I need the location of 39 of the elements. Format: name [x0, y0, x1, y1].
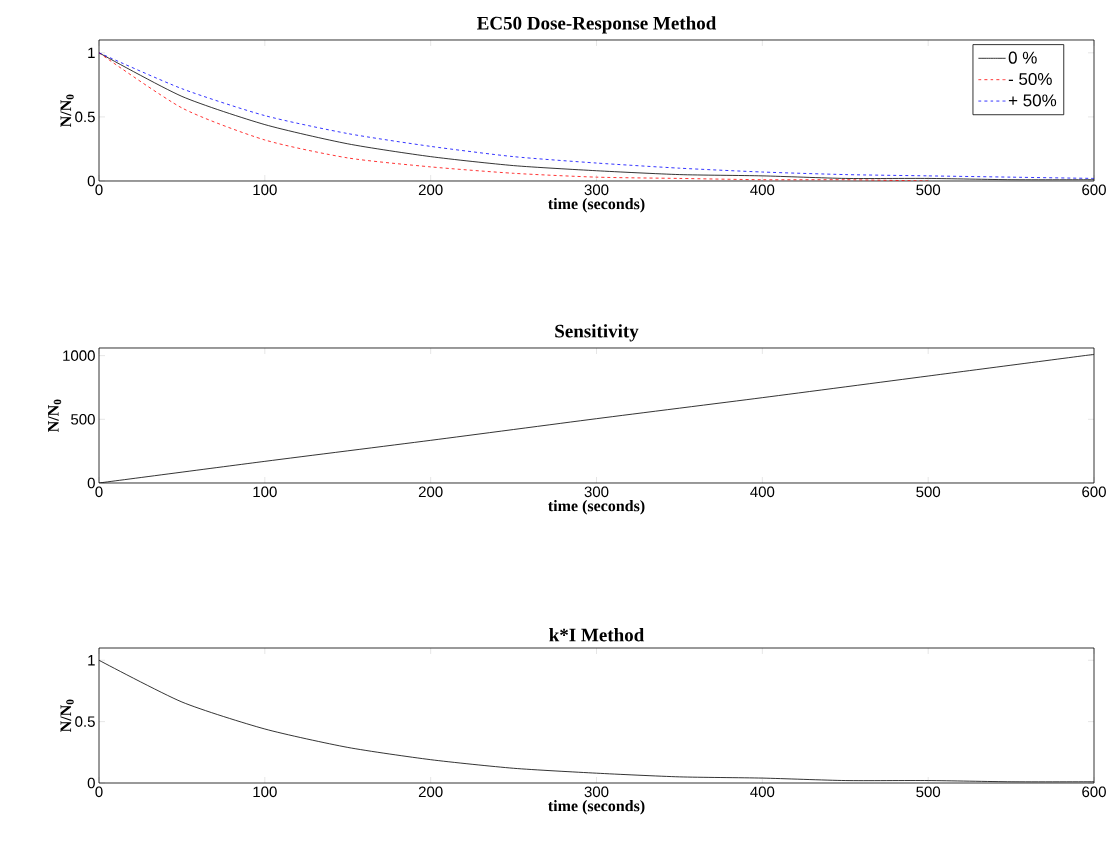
legend-label: 0 % — [1008, 51, 1037, 64]
y-tick-label: 1 — [88, 655, 95, 666]
x-tick-label: 300 — [584, 486, 609, 498]
x-tick-label: 500 — [916, 184, 941, 196]
legend-label: + 50% — [1008, 94, 1057, 107]
y-tick-label: 1 — [88, 47, 95, 58]
x-tick-label: 200 — [418, 786, 443, 798]
x-tick-label: 200 — [418, 486, 443, 498]
x-tick-label: 100 — [253, 786, 277, 798]
x-axis-title: time (seconds) — [548, 800, 645, 815]
x-tick-label: 300 — [584, 184, 609, 196]
x-tick-label: 400 — [750, 184, 775, 196]
legend-label: - 50% — [1008, 72, 1052, 86]
x-tick-label: 500 — [916, 786, 941, 798]
chart-title: Sensitivity — [555, 324, 639, 342]
y-tick-label: 0 — [87, 477, 95, 489]
x-tick-label: 100 — [253, 486, 277, 498]
x-tick-label: 600 — [1082, 786, 1106, 798]
y-axis-title: N/N$_{0}$ — [47, 399, 62, 433]
x-tick-label: 400 — [750, 486, 775, 498]
y-tick-label: 0 — [87, 777, 95, 789]
x-tick-label: 600 — [1082, 184, 1106, 196]
chart-title: k*I Method — [549, 628, 645, 642]
x-tick-label: 300 — [584, 786, 609, 798]
chart-title: EC50 Dose-Response Method — [477, 16, 717, 34]
y-tick-label: 0.5 — [75, 111, 95, 123]
x-tick-label: 400 — [750, 786, 775, 798]
x-tick-label: 500 — [916, 486, 941, 498]
y-axis-title: N/N$_{0}$ — [60, 699, 74, 733]
y-tick-label: 0.5 — [75, 716, 95, 727]
y-tick-label: 1000 — [63, 350, 95, 361]
x-axis-title: time (seconds) — [548, 198, 645, 213]
x-axis-title: time (seconds) — [548, 500, 645, 515]
x-tick-label: 600 — [1082, 486, 1106, 498]
x-tick-label: 200 — [418, 184, 443, 196]
y-axis-title: N/N$_{0}$ — [60, 94, 74, 128]
y-tick-label: 500 — [71, 414, 95, 425]
x-tick-label: 100 — [253, 184, 277, 196]
y-tick-label: 0 — [87, 175, 95, 187]
